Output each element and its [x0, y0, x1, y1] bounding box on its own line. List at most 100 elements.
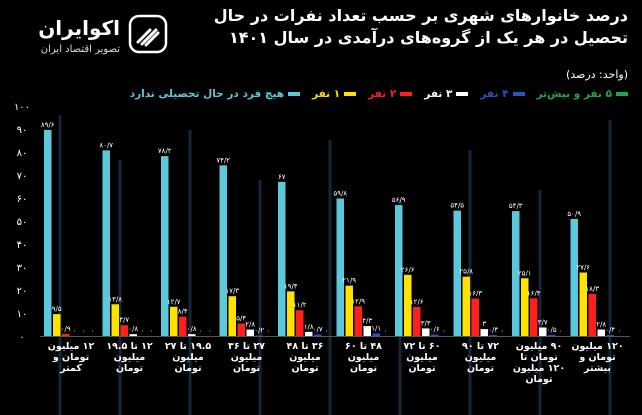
- data-label: ۱۹/۴: [284, 282, 298, 290]
- data-label: ۵۴/۳: [509, 202, 523, 210]
- y-tick-label: ۵۰: [17, 217, 28, 228]
- x-tick-label: تومان: [467, 363, 494, 374]
- y-tick-label: ۳۰: [17, 263, 28, 274]
- legend-label: ۴ نفر: [480, 88, 509, 100]
- data-label: ۰: [149, 327, 153, 335]
- legend-swatch: [288, 92, 301, 96]
- x-tick-label: ۴۸ تا ۶۰: [345, 341, 382, 352]
- x-tick-label: ۹۰ میلیون: [516, 341, 563, 352]
- bar: [336, 198, 344, 336]
- bar: [305, 331, 313, 336]
- y-tick-label: ۸۰: [17, 148, 28, 159]
- unit-label: (واحد: درصد): [565, 68, 628, 81]
- bar: [521, 278, 529, 336]
- x-tick-label: میلیون: [114, 352, 146, 363]
- data-label: ۰/۸: [187, 325, 197, 333]
- data-label: ۰: [73, 327, 77, 335]
- bar: [345, 285, 353, 336]
- bar: [539, 327, 547, 336]
- legend-item: ۴ نفر: [480, 88, 525, 100]
- data-label: ۳: [482, 320, 486, 328]
- x-tick-label: بیشتر: [583, 363, 611, 374]
- data-label: ۰/۸: [128, 325, 138, 333]
- data-label: ۰: [82, 327, 86, 335]
- legend-item: هیچ فرد در حال تحصیلی ندارد: [129, 88, 301, 100]
- x-tick-label: تومان: [174, 363, 201, 374]
- bar: [462, 276, 470, 336]
- x-tick-label: تومان و: [578, 352, 615, 363]
- data-label: ۰: [325, 327, 329, 335]
- legend-swatch: [344, 92, 357, 96]
- y-tick-label: ۱۰: [17, 309, 28, 320]
- brand-name: اکوایران: [38, 16, 120, 40]
- x-tick-label: ۱۲۰ میلیون: [513, 363, 565, 374]
- bar: [179, 316, 187, 336]
- data-label: ۰/۲: [254, 327, 264, 335]
- data-label: ۸/۴: [178, 308, 188, 316]
- bar: [62, 333, 70, 336]
- bar: [219, 165, 227, 336]
- bar: [597, 329, 605, 336]
- bar: [188, 334, 196, 336]
- bar: [579, 272, 587, 336]
- x-tick-label: میلیون: [172, 352, 204, 363]
- x-tick-label: ۳۶ تا ۴۸: [287, 341, 324, 352]
- data-label: ۰/۹: [61, 325, 71, 333]
- legend-label: ۱ نفر: [312, 88, 341, 100]
- data-label: ۱۸/۳: [585, 285, 599, 293]
- legend-item: ۳ نفر: [424, 88, 469, 100]
- bar: [296, 310, 304, 336]
- x-tick-label: میلیون: [289, 352, 321, 363]
- bar: [548, 334, 556, 336]
- bar: [512, 211, 520, 336]
- y-tick-label: ۴۰: [17, 240, 28, 251]
- bar: [570, 218, 578, 336]
- data-label: ۲/۸: [596, 321, 606, 329]
- x-tick-label: ۶۰ تا ۷۲: [404, 341, 441, 352]
- bar: [395, 205, 403, 336]
- data-label: ۰: [500, 327, 504, 335]
- x-tick-label: میلیون: [406, 352, 438, 363]
- data-label: ۵۴/۵: [450, 202, 464, 210]
- bar: [161, 156, 169, 336]
- data-label: ۵۹/۸: [333, 189, 347, 197]
- legend-swatch: [400, 92, 413, 96]
- data-label: ۰/۴: [605, 326, 615, 334]
- data-label: ۷۴/۲: [216, 156, 230, 164]
- bar: [453, 210, 461, 336]
- bar: [53, 314, 61, 336]
- data-label: ۸۰/۷: [99, 141, 113, 149]
- data-label: ۰: [617, 327, 621, 335]
- data-label: ۰/۶: [430, 326, 440, 334]
- x-tick-label: تومان: [291, 363, 318, 374]
- bar: [237, 323, 245, 336]
- bar: [530, 298, 538, 336]
- x-tick-label: تومان: [525, 374, 552, 385]
- bar: [287, 291, 295, 336]
- data-label: ۹/۵: [52, 305, 62, 313]
- data-label: ۱۳/۸: [108, 295, 122, 303]
- data-label: ۵/۴: [236, 315, 246, 323]
- legend-item: ۵ نفر و بیش‌تر: [537, 88, 628, 100]
- data-label: ۱۲/۷: [167, 298, 181, 306]
- legend-item: ۱ نفر: [312, 88, 357, 100]
- y-tick-label: ۱۰۰: [14, 102, 30, 113]
- data-label: ۴/۳: [362, 317, 372, 325]
- chart-title-line-1: درصد خانوارهای شهری بر حسب تعداد نفرات د…: [213, 6, 628, 25]
- x-tick-label: ۲۷ تا ۳۶: [228, 341, 265, 352]
- x-tick-label: ۱۲ تا ۱۹.۵: [106, 341, 153, 352]
- bar: [44, 129, 52, 336]
- y-tick-label: ۷۰: [17, 171, 28, 182]
- brand-subtitle: تصویر اقتصاد ایران: [40, 44, 120, 55]
- legend-label: هیچ فرد در حال تحصیلی ندارد: [129, 88, 285, 100]
- data-label: ۰/۴: [488, 326, 498, 334]
- y-tick-label: ۰: [19, 332, 24, 343]
- x-tick-label: ۷۲ تا ۹۰: [462, 341, 499, 352]
- data-label: ۵۰/۹: [567, 210, 581, 218]
- legend-swatch: [616, 92, 628, 96]
- bar: [413, 307, 421, 336]
- legend: هیچ فرد در حال تحصیلی ندارد ۱ نفر ۲ نفر ۳ ن…: [130, 88, 628, 100]
- legend-swatch: [456, 92, 469, 96]
- y-tick-label: ۲۰: [17, 286, 28, 297]
